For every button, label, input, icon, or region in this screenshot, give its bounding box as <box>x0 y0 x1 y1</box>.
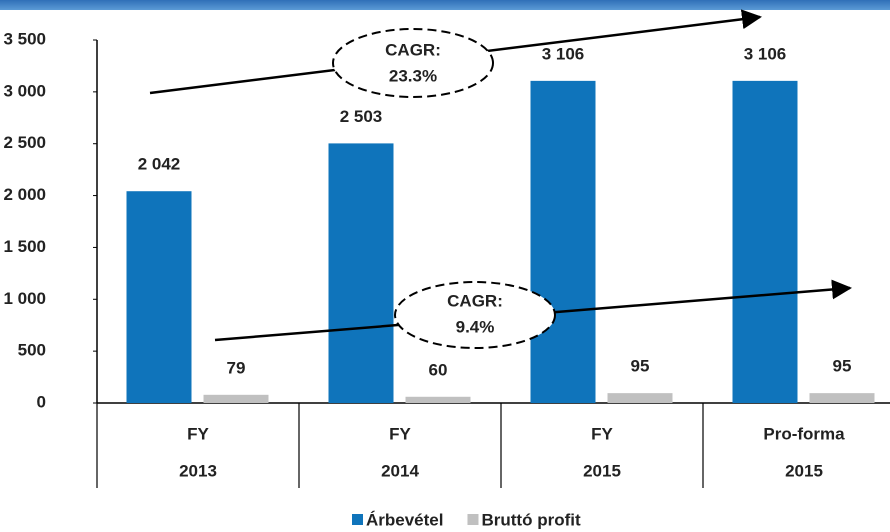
annotation: 9.4% <box>456 317 495 336</box>
y-tick-label: 1 000 <box>3 289 46 308</box>
x-tick-label: FY <box>187 424 209 443</box>
x-tick-label: FY <box>591 424 613 443</box>
bar <box>607 393 673 403</box>
data-label: 3 106 <box>542 44 585 63</box>
annotation-ellipse <box>394 281 556 349</box>
annotation: CAGR: <box>447 291 503 310</box>
y-tick-label: 500 <box>18 341 46 360</box>
bar <box>405 396 471 403</box>
data-label: 3 106 <box>744 44 787 63</box>
bar <box>203 394 269 403</box>
x-tick-label: 2013 <box>179 461 217 480</box>
data-label: 95 <box>833 357 852 376</box>
y-tick-label: 3 000 <box>3 81 46 100</box>
bar <box>809 393 875 403</box>
data-label: 2 503 <box>340 107 383 126</box>
y-tick-label: 0 <box>37 392 46 411</box>
annotation: 23.3% <box>389 66 437 85</box>
x-tick-label: 2015 <box>583 461 621 480</box>
header-bar <box>0 0 890 10</box>
annotation-ellipse <box>332 28 494 98</box>
plot: 0 500 1 000 1 500 2 000 2 500 3 000 3 500 FY 2013… <box>3 29 890 529</box>
bar <box>732 80 798 403</box>
y-tick-label: 3 500 <box>3 29 46 48</box>
legend-swatch <box>352 514 363 525</box>
x-tick-label: FY <box>389 424 411 443</box>
data-label: 2 042 <box>138 155 181 174</box>
data-label: 95 <box>631 357 650 376</box>
y-tick-label: 1 500 <box>3 237 46 256</box>
annotation: CAGR: <box>385 40 441 59</box>
y-tick-label: 2 000 <box>3 185 46 204</box>
bar <box>126 191 192 403</box>
y-tick-label: 2 500 <box>3 133 46 152</box>
data-label: 60 <box>429 360 448 379</box>
bar <box>530 80 596 403</box>
x-tick-label: Pro-forma <box>763 424 845 443</box>
x-tick-label: 2015 <box>785 461 823 480</box>
legend-label: Bruttó profit <box>481 510 580 529</box>
data-label: 79 <box>227 358 246 377</box>
legend-label: Árbevétel <box>366 510 443 529</box>
x-tick-label: 2014 <box>381 461 419 480</box>
bar <box>328 143 394 403</box>
legend-swatch <box>467 514 479 525</box>
